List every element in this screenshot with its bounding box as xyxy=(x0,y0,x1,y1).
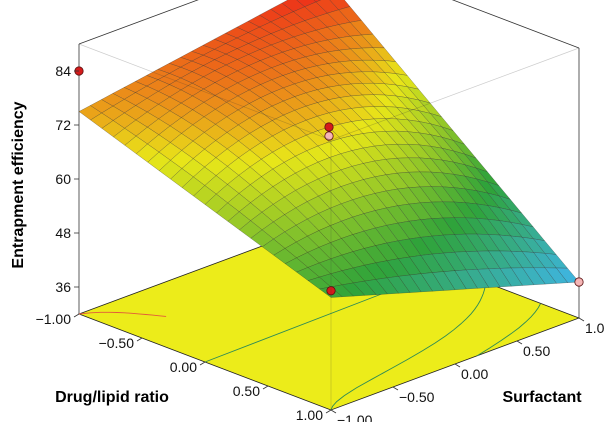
design-point-0 xyxy=(326,286,336,296)
x-tick-label-1: 0.50 xyxy=(233,383,260,399)
x-tick-label-0: 1.00 xyxy=(296,407,323,422)
box-edge-front-1 xyxy=(78,43,332,141)
y-axis-title: Surfactant xyxy=(502,389,582,406)
box-edge-front-2 xyxy=(330,47,580,141)
x-tick-mark-4 xyxy=(73,313,80,318)
y-tick-mark-0 xyxy=(330,409,337,414)
design-point-5 xyxy=(574,277,584,287)
box-edge-back-4 xyxy=(451,0,580,49)
design-point-3 xyxy=(324,122,334,132)
x-tick-label-2: 0.00 xyxy=(170,359,197,375)
x-axis-ticks: 1.00 0.50 0.00 −0.50 −1.00 xyxy=(36,311,332,422)
x-tick-mark-2 xyxy=(199,361,206,366)
floor-contour-3 xyxy=(78,311,167,317)
design-point-4 xyxy=(324,131,334,141)
y-tick-label-2: 0.00 xyxy=(461,366,488,382)
floor-contour-1 xyxy=(330,283,487,411)
y-tick-label-4: 1.00 xyxy=(585,320,605,336)
response-surface xyxy=(78,0,580,298)
y-tick-label-3: 0.50 xyxy=(523,343,550,359)
x-tick-label-4: −1.00 xyxy=(36,311,72,327)
z-axis-title: Entrapment efficiency xyxy=(10,101,27,268)
z-tick-label-1: 48 xyxy=(55,225,71,241)
y-axis-ticks: −1.00 −0.50 0.00 0.50 1.00 xyxy=(330,317,605,422)
box-edge-back-3 xyxy=(78,0,199,45)
x-axis-title: Drug/lipid ratio xyxy=(55,389,169,406)
x-tick-mark-0 xyxy=(325,409,332,414)
plot-box-front xyxy=(78,43,580,410)
y-tick-label-0: −1.00 xyxy=(337,412,373,422)
x-tick-label-3: −0.50 xyxy=(99,335,135,351)
y-tick-mark-1 xyxy=(392,386,399,391)
z-axis-ticks: 36 48 60 72 84 xyxy=(55,63,79,295)
y-tick-mark-2 xyxy=(454,363,461,368)
x-tick-mark-1 xyxy=(262,385,269,390)
z-tick-label-3: 72 xyxy=(55,117,71,133)
floor-contour-0 xyxy=(476,303,541,357)
y-tick-label-1: −0.50 xyxy=(399,389,435,405)
y-tick-mark-4 xyxy=(578,317,585,322)
x-tick-mark-3 xyxy=(136,337,143,342)
z-tick-label-2: 60 xyxy=(55,171,71,187)
y-tick-mark-3 xyxy=(516,340,523,345)
z-tick-label-0: 36 xyxy=(55,279,71,295)
z-tick-label-4: 84 xyxy=(55,63,71,79)
